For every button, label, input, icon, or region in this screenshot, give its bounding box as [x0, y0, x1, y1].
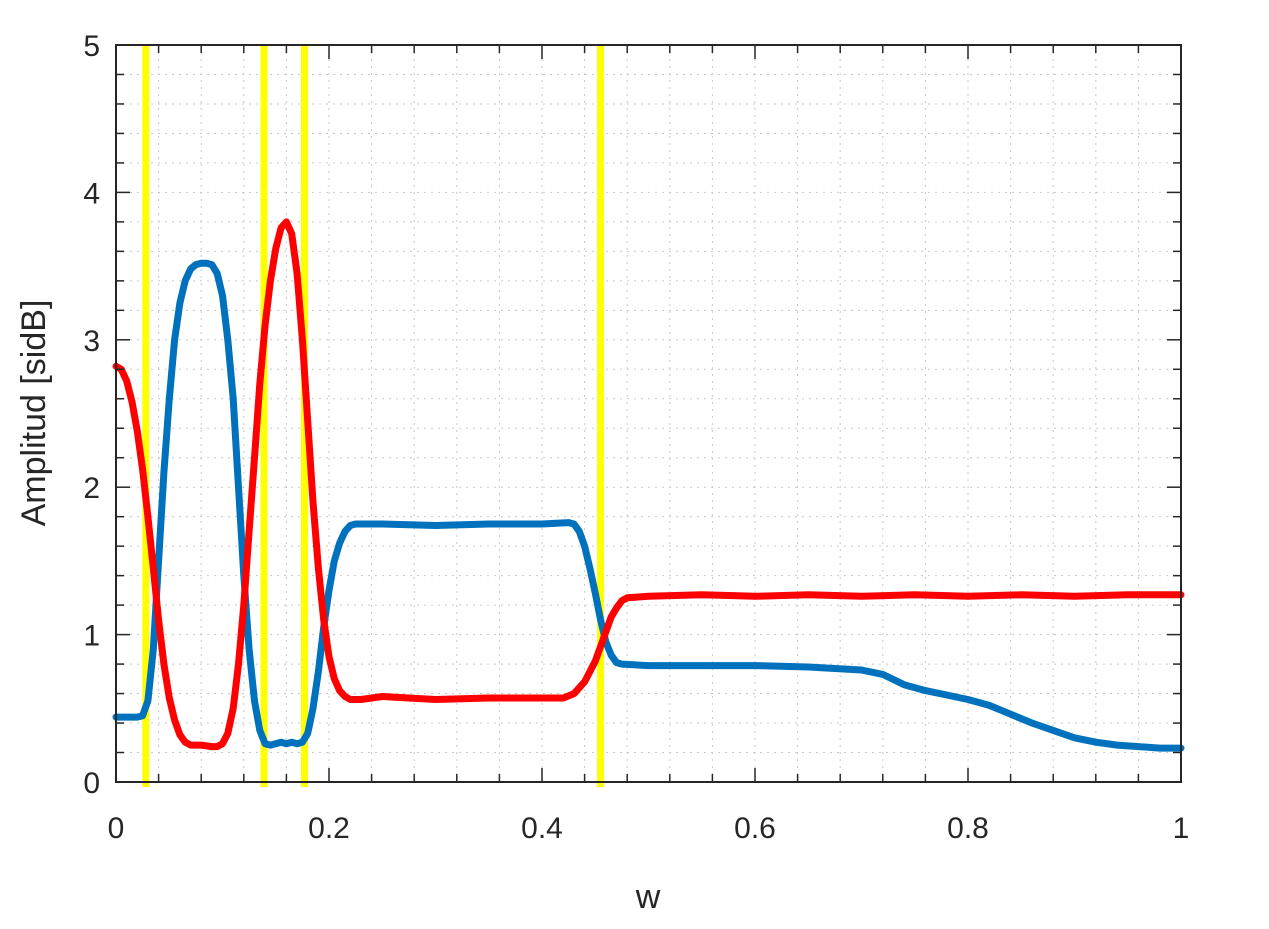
series-line-2 — [112, 218, 1185, 751]
x-tick-label: 0.4 — [521, 812, 563, 845]
x-tick-label: 1 — [1173, 812, 1190, 845]
vertical-markers — [142, 45, 605, 787]
x-axis-label: w — [635, 878, 661, 916]
x-tick-label: 0.6 — [734, 812, 776, 845]
tick-labels: 0 0.2 0.4 0.6 0.8 1 0 1 2 3 4 5 — [83, 30, 1189, 845]
series-line-1 — [112, 259, 1185, 752]
y-tick-label: 4 — [83, 177, 100, 210]
y-tick-label: 3 — [83, 325, 100, 358]
axes — [115, 44, 1182, 783]
y-tick-label: 0 — [83, 767, 100, 800]
y-axis-label: Amplitud [sidB] — [15, 300, 53, 527]
y-tick-label: 2 — [83, 472, 100, 505]
grid — [116, 45, 1181, 782]
y-tick-label: 1 — [83, 620, 100, 653]
x-tick-label: 0.2 — [308, 812, 350, 845]
series-group — [112, 218, 1185, 752]
x-tick-label: 0 — [108, 812, 125, 845]
axes-frame — [115, 44, 1182, 783]
x-tick-label: 0.8 — [947, 812, 989, 845]
y-tick-label: 5 — [83, 30, 100, 63]
